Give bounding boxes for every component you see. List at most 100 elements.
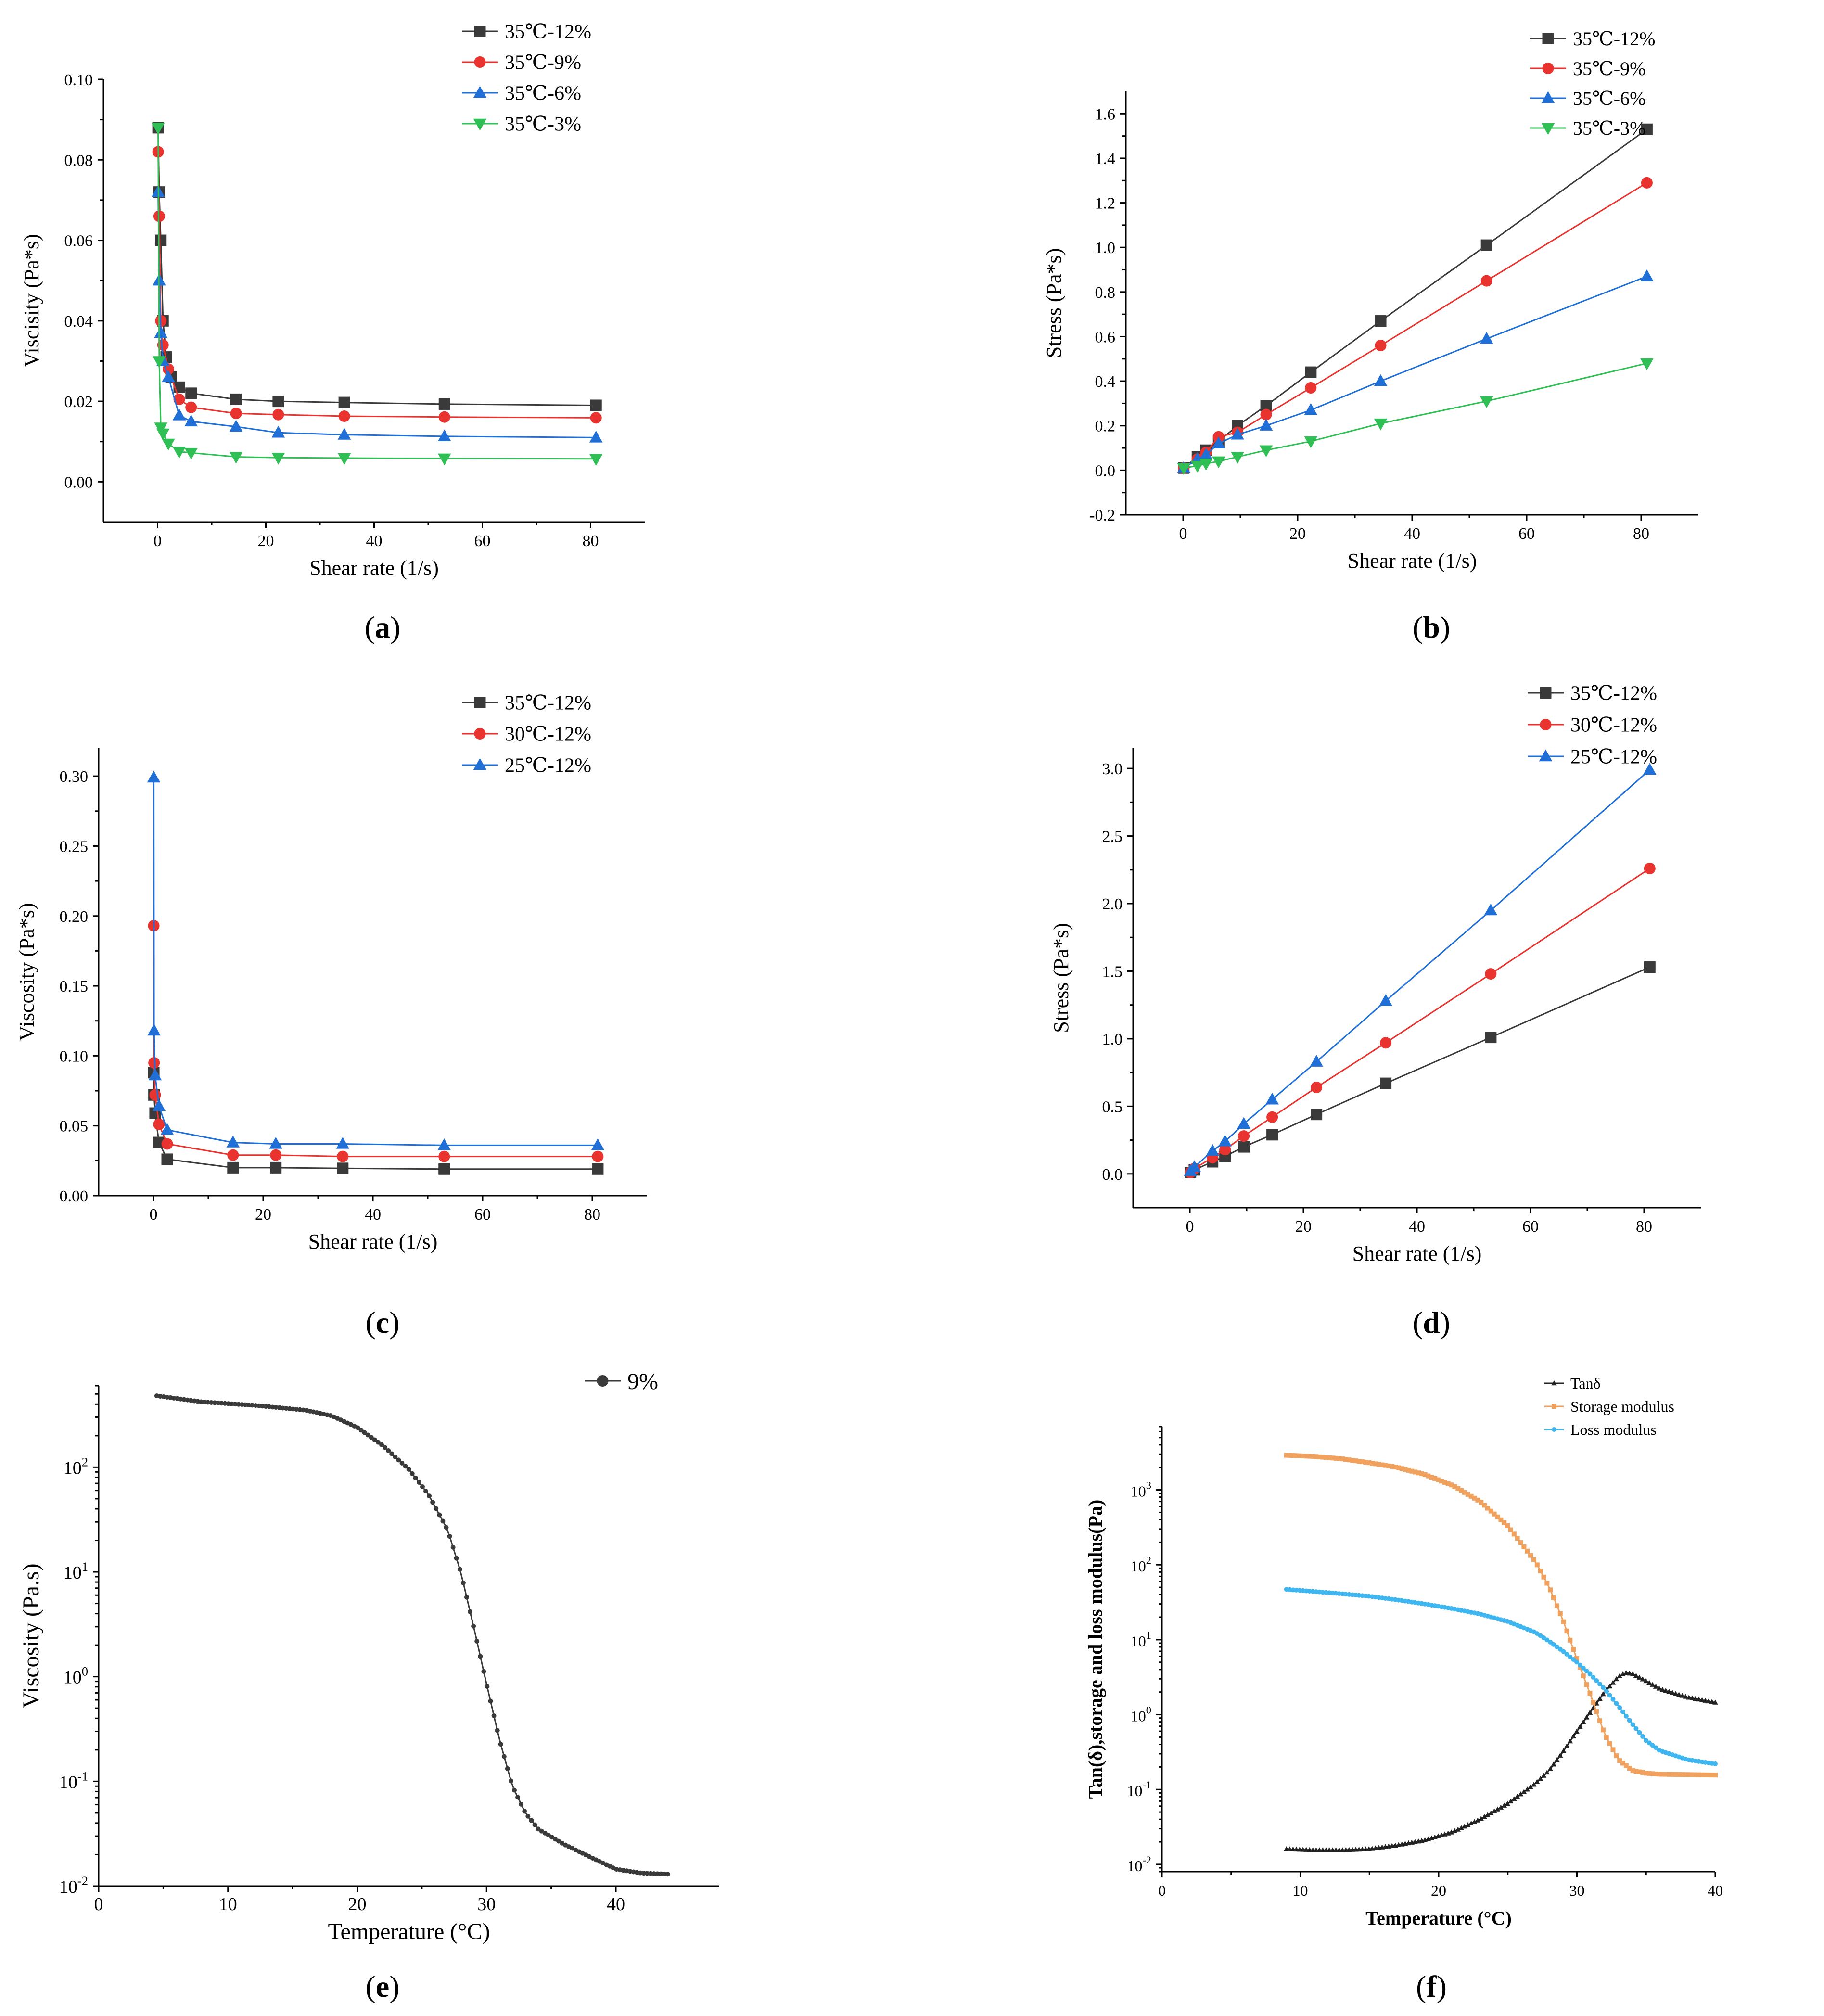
data-point: [1206, 1144, 1219, 1156]
y-tick-label: 100: [1131, 1704, 1151, 1725]
data-point: [1554, 1603, 1559, 1608]
y-tick-exponent: -2: [1142, 1854, 1151, 1866]
data-point: [1265, 1092, 1279, 1105]
data-point: [488, 1698, 493, 1704]
data-point: [1636, 1674, 1643, 1680]
data-point: [1353, 1458, 1358, 1464]
data-point: [590, 412, 602, 424]
data-point: [1659, 1686, 1666, 1692]
data-point: [156, 428, 170, 441]
data-point: [1320, 1455, 1326, 1460]
series-1: [1178, 177, 1653, 474]
data-point: [1597, 1718, 1603, 1723]
x-tick-label: 0: [1179, 525, 1187, 543]
data-point: [1528, 1553, 1533, 1558]
x-axis-label: Shear rate (1/s): [309, 556, 439, 580]
legend-label: Tanδ: [1570, 1375, 1601, 1392]
data-point: [1551, 1595, 1556, 1600]
data-point: [1218, 1134, 1232, 1147]
data-point: [438, 398, 450, 410]
series-line: [157, 128, 596, 460]
data-point: [1442, 1480, 1447, 1485]
data-point: [505, 1766, 510, 1771]
data-point: [1468, 1493, 1474, 1499]
data-point: [1465, 1822, 1471, 1827]
data-point: [1653, 1684, 1659, 1689]
data-point: [1641, 177, 1653, 189]
data-point: [508, 1778, 513, 1784]
data-point: [1607, 1741, 1612, 1746]
legend-entry: 35℃-3%: [462, 114, 581, 136]
y-tick-exponent: 3: [1146, 1480, 1151, 1492]
y-axis-label: Viscosity (Pa*s): [15, 903, 38, 1041]
data-point: [498, 1742, 503, 1747]
data-point: [163, 363, 174, 375]
data-point: [1646, 1771, 1652, 1776]
data-point: [450, 1544, 456, 1550]
data-point: [338, 410, 350, 422]
data-point: [1670, 1772, 1675, 1777]
data-point: [1699, 1772, 1705, 1777]
series-2: [147, 770, 605, 1150]
data-point: [1518, 1791, 1524, 1797]
data-point: [222, 1401, 228, 1406]
data-point: [1231, 452, 1244, 464]
data-point: [1455, 1486, 1461, 1491]
panel-f: 0 10 20 30 4010-210-1100101102103Temperature…: [1084, 1375, 1723, 1929]
data-point: [1557, 1646, 1563, 1652]
data-point: [1644, 1771, 1649, 1776]
data-point: [1531, 1557, 1536, 1562]
legend-label: 35℃-12%: [505, 21, 591, 43]
data-point: [1610, 1747, 1616, 1752]
data-point: [1600, 1685, 1606, 1690]
y-tick-label: 10-1: [59, 1769, 88, 1792]
x-tick-label: 0: [150, 1206, 158, 1224]
y-tick-label: 1.4: [1095, 150, 1116, 168]
data-point: [1666, 1689, 1672, 1694]
data-point: [1597, 1696, 1603, 1701]
x-axis-label: Temperature (°C): [328, 1919, 490, 1944]
data-point: [1266, 1111, 1278, 1123]
y-tick-exponent: 2: [82, 1455, 88, 1469]
series-line: [1183, 128, 1647, 469]
legend-label: 25℃-12%: [1570, 746, 1657, 768]
data-point: [648, 1871, 653, 1876]
data-point: [471, 1623, 476, 1629]
data-point: [1310, 1055, 1323, 1067]
data-point: [172, 408, 186, 421]
data-point: [655, 1871, 660, 1876]
data-point: [1607, 1693, 1612, 1698]
legend-marker: [1541, 123, 1555, 135]
data-point: [1392, 1465, 1398, 1470]
data-point: [226, 1136, 240, 1148]
y-tick-label: 0.08: [64, 152, 93, 169]
data-point: [1551, 1761, 1556, 1767]
x-tick-label: 0: [1186, 1218, 1194, 1236]
data-point: [1484, 903, 1498, 916]
data-point: [1644, 862, 1656, 874]
data-point: [1620, 1671, 1626, 1677]
data-point: [1561, 1619, 1566, 1624]
series-line: [1286, 1588, 1716, 1765]
data-point: [1465, 1492, 1470, 1497]
data-point: [1643, 763, 1657, 775]
data-point: [1350, 1458, 1355, 1463]
data-point: [1610, 1697, 1616, 1702]
data-point: [1356, 1459, 1362, 1464]
y-axis-label: Viscosity (Pa.s): [18, 1563, 44, 1708]
data-point: [1343, 1457, 1349, 1462]
caption-c: (c): [365, 1305, 399, 1340]
data-point: [1706, 1772, 1711, 1777]
data-point: [1259, 445, 1273, 458]
data-point: [474, 1639, 480, 1644]
data-point: [379, 1442, 384, 1447]
y-tick-exponent: 1: [82, 1559, 88, 1574]
data-point: [1709, 1773, 1715, 1778]
data-point: [1311, 1109, 1323, 1121]
data-point: [1462, 1490, 1467, 1495]
data-point: [522, 1809, 527, 1814]
x-tick-label: 80: [583, 532, 599, 550]
data-point: [1491, 1808, 1497, 1813]
data-point: [444, 1525, 449, 1530]
series-line: [1286, 1455, 1716, 1776]
